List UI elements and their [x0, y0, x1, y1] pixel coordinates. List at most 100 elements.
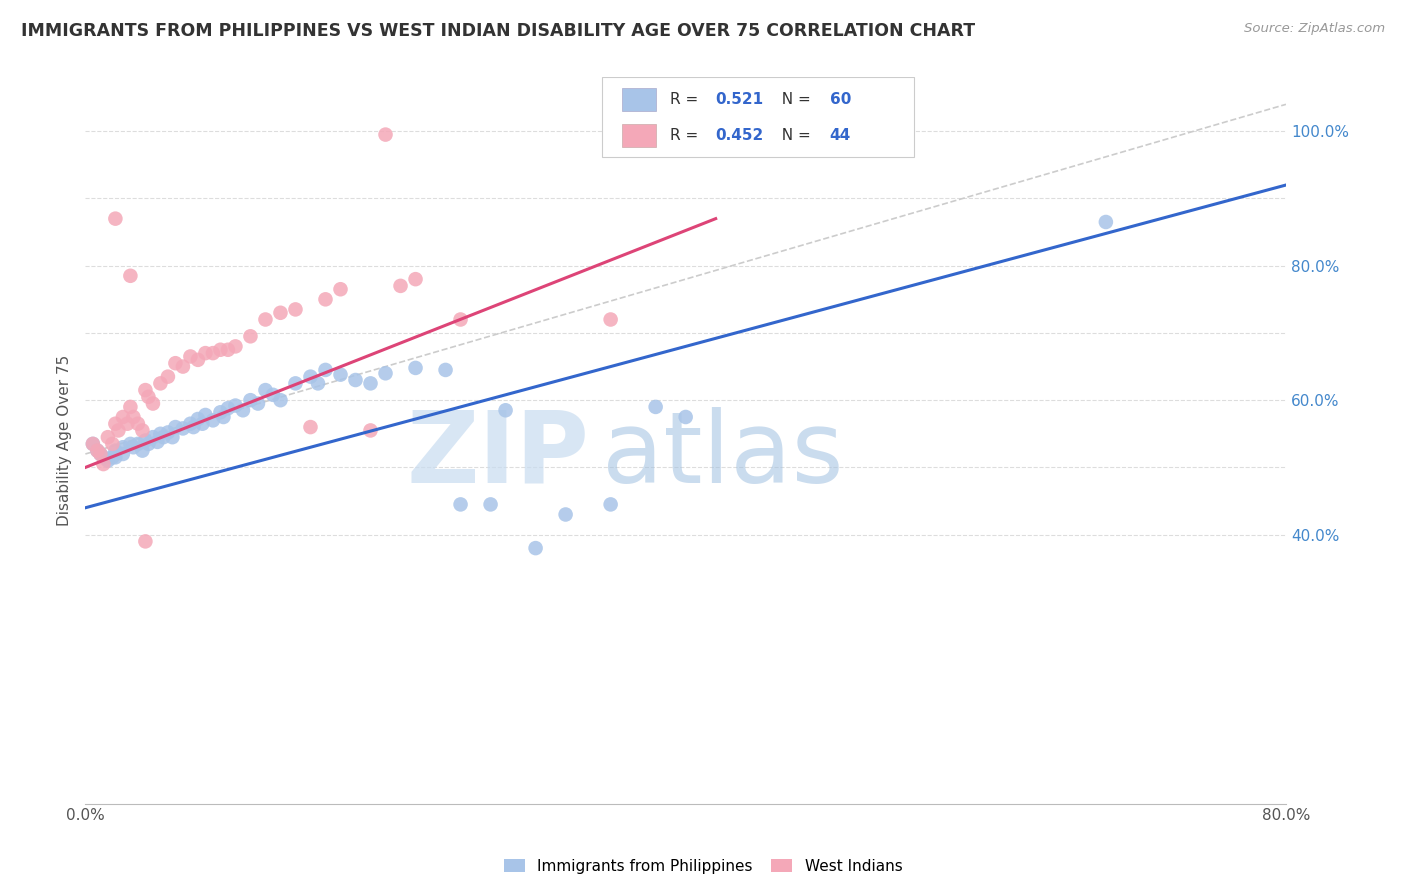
- Text: 60: 60: [830, 92, 851, 107]
- Point: [194, 408, 217, 422]
- Point: [269, 393, 291, 408]
- Point: [179, 350, 201, 364]
- Point: [389, 278, 412, 293]
- Point: [217, 401, 239, 416]
- Point: [495, 403, 517, 417]
- FancyBboxPatch shape: [602, 78, 914, 157]
- Point: [524, 541, 547, 555]
- Text: IMMIGRANTS FROM PHILIPPINES VS WEST INDIAN DISABILITY AGE OVER 75 CORRELATION CH: IMMIGRANTS FROM PHILIPPINES VS WEST INDI…: [21, 22, 976, 40]
- Point: [450, 312, 472, 326]
- Point: [479, 497, 502, 511]
- Point: [138, 437, 160, 451]
- Point: [120, 437, 142, 451]
- Point: [156, 425, 179, 440]
- Point: [134, 434, 156, 448]
- Point: [131, 424, 153, 438]
- Point: [93, 450, 115, 465]
- Point: [1095, 215, 1118, 229]
- Point: [138, 390, 160, 404]
- Point: [360, 424, 382, 438]
- Point: [201, 346, 224, 360]
- Point: [344, 373, 367, 387]
- Point: [89, 447, 111, 461]
- Point: [122, 440, 145, 454]
- Point: [111, 409, 134, 424]
- Point: [209, 405, 232, 419]
- Point: [644, 400, 666, 414]
- Point: [239, 329, 262, 343]
- Point: [86, 443, 108, 458]
- Point: [599, 497, 621, 511]
- Point: [111, 447, 134, 461]
- Point: [97, 453, 120, 467]
- Point: [329, 282, 352, 296]
- Point: [97, 430, 120, 444]
- Point: [675, 409, 697, 424]
- Point: [405, 360, 427, 375]
- Point: [212, 409, 235, 424]
- Point: [127, 417, 149, 431]
- Point: [117, 417, 139, 431]
- Point: [111, 440, 134, 454]
- Bar: [621, 87, 655, 111]
- Point: [179, 417, 201, 431]
- Point: [162, 430, 184, 444]
- Text: N =: N =: [772, 92, 815, 107]
- Text: atlas: atlas: [602, 407, 844, 504]
- Point: [232, 403, 254, 417]
- Point: [101, 450, 124, 465]
- Point: [374, 128, 396, 142]
- Point: [187, 412, 209, 426]
- Text: R =: R =: [671, 92, 703, 107]
- Text: ZIP: ZIP: [406, 407, 589, 504]
- Point: [239, 393, 262, 408]
- Point: [187, 352, 209, 367]
- Text: 0.452: 0.452: [716, 128, 763, 143]
- Point: [315, 293, 337, 307]
- Point: [152, 430, 174, 444]
- Point: [224, 339, 246, 353]
- Point: [149, 376, 172, 391]
- Point: [262, 388, 284, 402]
- Point: [360, 376, 382, 391]
- Point: [329, 368, 352, 382]
- Point: [127, 437, 149, 451]
- Point: [122, 409, 145, 424]
- Text: R =: R =: [671, 128, 703, 143]
- Point: [284, 376, 307, 391]
- Y-axis label: Disability Age Over 75: Disability Age Over 75: [58, 355, 72, 526]
- Point: [134, 534, 156, 549]
- Point: [156, 369, 179, 384]
- Point: [217, 343, 239, 357]
- Point: [104, 450, 127, 465]
- Point: [374, 366, 396, 380]
- Point: [120, 268, 142, 283]
- Text: N =: N =: [772, 128, 815, 143]
- Point: [89, 447, 111, 461]
- Point: [450, 497, 472, 511]
- Point: [269, 306, 291, 320]
- Point: [104, 443, 127, 458]
- Point: [146, 434, 169, 449]
- Point: [93, 457, 115, 471]
- Bar: [621, 124, 655, 147]
- Point: [599, 312, 621, 326]
- Point: [284, 302, 307, 317]
- Point: [299, 369, 322, 384]
- Point: [149, 426, 172, 441]
- Point: [183, 420, 205, 434]
- Point: [101, 437, 124, 451]
- Point: [172, 359, 194, 374]
- Point: [191, 417, 214, 431]
- Point: [299, 420, 322, 434]
- Point: [104, 417, 127, 431]
- Point: [246, 396, 269, 410]
- Point: [131, 443, 153, 458]
- Point: [434, 363, 457, 377]
- Point: [209, 343, 232, 357]
- Point: [82, 437, 104, 451]
- Legend: Immigrants from Philippines, West Indians: Immigrants from Philippines, West Indian…: [498, 853, 908, 880]
- Point: [165, 356, 187, 370]
- Point: [86, 443, 108, 458]
- Text: 44: 44: [830, 128, 851, 143]
